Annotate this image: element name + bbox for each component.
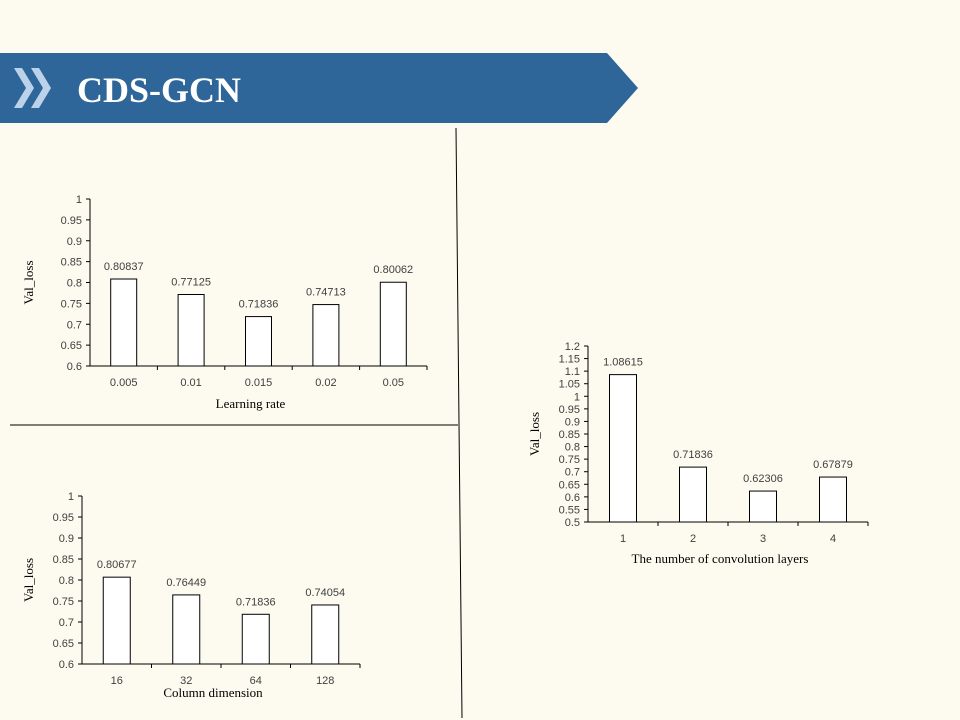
data-label: 0.71836 (236, 596, 276, 608)
y-tick-label: 0.6 (67, 361, 82, 373)
x-tick-label: 128 (316, 675, 334, 687)
slide-title: CDS-GCN (77, 70, 242, 110)
data-label: 0.80062 (373, 264, 413, 276)
bar (110, 278, 138, 367)
y-axis-title: Val_loss (21, 260, 36, 304)
banner-background (0, 53, 638, 123)
x-tick-label: 16 (111, 675, 123, 687)
bar (245, 316, 272, 367)
y-tick-label: 0.7 (67, 319, 82, 331)
y-tick-label: 0.75 (559, 454, 580, 466)
data-label: 0.71836 (239, 299, 279, 311)
data-label: 0.74054 (305, 587, 345, 599)
bar (312, 304, 340, 367)
y-tick-label: 1.05 (559, 379, 580, 391)
y-axis-title: Val_loss (527, 412, 542, 456)
y-tick-label: 0.65 (559, 479, 580, 491)
y-tick-label: 1 (76, 194, 82, 206)
x-tick-label: 0.005 (110, 377, 138, 389)
y-tick-label: 1.1 (565, 366, 580, 378)
x-axis-title: Column dimension (163, 685, 263, 700)
y-tick-label: 0.9 (59, 533, 74, 545)
bar (172, 594, 201, 665)
title-banner (0, 53, 638, 123)
x-tick-label: 1 (620, 533, 626, 545)
bar (679, 466, 707, 523)
data-label: 0.67879 (813, 459, 853, 471)
y-tick-label: 0.85 (61, 257, 82, 269)
y-tick-label: 0.7 (565, 467, 580, 479)
bar (311, 604, 340, 665)
data-label: 0.80677 (97, 559, 137, 571)
y-tick-label: 0.85 (53, 554, 74, 566)
y-tick-label: 0.75 (61, 298, 82, 310)
data-label: 0.77125 (171, 277, 211, 289)
y-tick-label: 0.5 (565, 517, 580, 529)
chevron-icon (31, 68, 51, 108)
y-tick-label: 0.55 (559, 504, 580, 516)
y-tick-label: 0.75 (53, 596, 74, 608)
y-tick-label: 0.95 (61, 215, 82, 227)
y-tick-label: 0.6 (565, 492, 580, 504)
y-tick-label: 0.9 (565, 416, 580, 428)
y-tick-label: 0.85 (559, 429, 580, 441)
x-tick-label: 2 (690, 533, 696, 545)
x-tick-label: 3 (760, 533, 766, 545)
y-axis-title: Val_loss (21, 558, 36, 602)
data-label: 0.62306 (743, 473, 783, 485)
bar (379, 281, 407, 367)
y-tick-label: 0.65 (61, 340, 82, 352)
y-tick-label: 0.7 (59, 617, 74, 629)
x-tick-label: 0.01 (180, 377, 201, 389)
data-label: 0.76449 (166, 577, 206, 589)
y-tick-label: 0.9 (67, 236, 82, 248)
y-tick-label: 1 (574, 391, 580, 403)
data-label: 0.71836 (673, 449, 713, 461)
data-label: 0.74713 (306, 287, 346, 299)
x-tick-label: 32 (180, 675, 192, 687)
y-tick-label: 0.95 (559, 404, 580, 416)
x-tick-label: 0.015 (245, 377, 273, 389)
bar (819, 476, 847, 523)
bar (177, 294, 205, 367)
chevron-icon (14, 68, 34, 108)
y-tick-label: 0.65 (53, 638, 74, 650)
y-tick-label: 0.8 (67, 278, 82, 290)
y-tick-label: 1.2 (565, 341, 580, 353)
bar (241, 613, 270, 665)
y-tick-label: 1.15 (559, 354, 580, 366)
x-axis-title: Learning rate (216, 396, 286, 411)
y-tick-label: 1 (68, 491, 74, 503)
x-axis-title: The number of convolution layers (632, 551, 809, 566)
y-tick-label: 0.8 (59, 575, 74, 587)
y-tick-label: 0.6 (59, 659, 74, 671)
bar (102, 576, 131, 665)
bar (609, 374, 637, 523)
x-tick-label: 0.02 (315, 377, 336, 389)
x-tick-label: 64 (250, 675, 262, 687)
data-label: 1.08615 (603, 357, 643, 369)
x-tick-label: 0.05 (383, 377, 404, 389)
data-label: 0.80837 (104, 261, 144, 273)
x-tick-label: 4 (830, 533, 836, 545)
y-tick-label: 0.8 (565, 442, 580, 454)
bar (749, 490, 777, 523)
y-tick-label: 0.95 (53, 512, 74, 524)
